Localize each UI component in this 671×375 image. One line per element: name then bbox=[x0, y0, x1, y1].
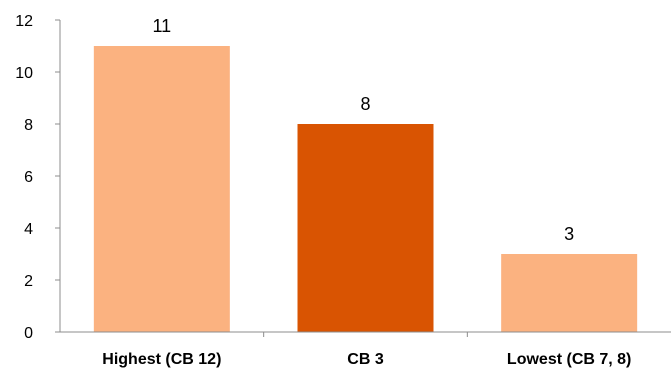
bars: 11 8 3 bbox=[93, 16, 638, 332]
bar bbox=[501, 254, 638, 332]
x-category-label: CB 3 bbox=[347, 351, 384, 368]
data-label: 3 bbox=[564, 224, 574, 244]
bar bbox=[297, 124, 434, 332]
y-tick-label: 10 bbox=[15, 65, 33, 82]
y-tick-label: 8 bbox=[24, 117, 33, 134]
y-axis: 0 2 4 6 8 10 12 bbox=[15, 13, 61, 342]
y-tick-label: 4 bbox=[24, 221, 33, 238]
y-tick-label: 0 bbox=[24, 325, 33, 342]
x-category-label: Lowest (CB 7, 8) bbox=[507, 351, 631, 368]
data-label: 8 bbox=[360, 94, 370, 114]
x-axis: Highest (CB 12) CB 3 Lowest (CB 7, 8) bbox=[60, 331, 671, 368]
x-category-label: Highest (CB 12) bbox=[102, 351, 221, 368]
y-tick-label: 6 bbox=[24, 169, 33, 186]
y-tick-label: 12 bbox=[15, 13, 33, 30]
data-label: 11 bbox=[152, 16, 171, 36]
bar bbox=[93, 46, 230, 332]
y-tick-label: 2 bbox=[24, 273, 33, 290]
